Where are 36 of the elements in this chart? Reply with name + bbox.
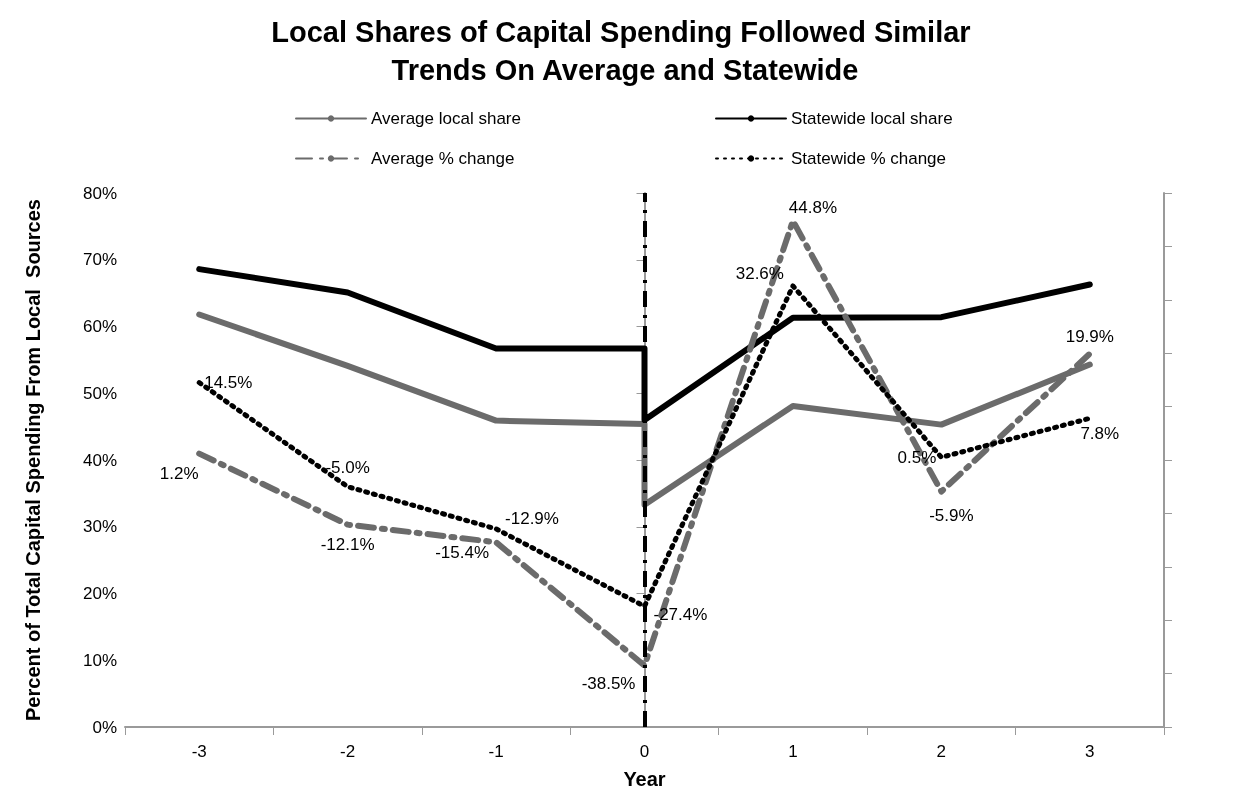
data-label: -12.9%	[505, 509, 559, 529]
y-tick-label: 60%	[82, 317, 117, 336]
x-tick-label: 3	[1085, 742, 1095, 761]
legend-label: Average local share	[371, 109, 521, 128]
legend-label: Average % change	[371, 149, 515, 168]
data-label: 19.9%	[1065, 326, 1114, 346]
x-tick-label: 0	[639, 742, 650, 761]
y-axis-title: Percent of Total Capital Spending From Local Sources	[22, 199, 44, 721]
x-tick-label: -2	[340, 742, 356, 761]
data-label: 0.5%	[897, 447, 937, 467]
x-tick-label: -3	[191, 742, 207, 761]
y-tick-label: 80%	[82, 183, 117, 203]
y-tick-label: 20%	[82, 584, 117, 603]
data-label: -5.9%	[929, 505, 974, 525]
x-tick-label: -1	[488, 742, 504, 761]
chart-title: Local Shares of Capital Spending Followed Similar Trends On Average and Statewide	[271, 16, 979, 86]
x-tick-label: 1	[788, 742, 798, 761]
y-tick-label: 0%	[92, 717, 117, 737]
data-label: -5.0%	[325, 457, 370, 477]
y-tick-label: 40%	[82, 450, 117, 470]
x-axis-title: Year	[623, 768, 666, 790]
y-tick-label: 70%	[82, 250, 117, 270]
y-tick-label: 30%	[82, 517, 117, 537]
data-label: 1.2%	[159, 463, 199, 483]
x-tick-label: 2	[936, 742, 947, 761]
y-tick-label: 10%	[82, 650, 117, 670]
legend-label: Statewide local share	[791, 109, 953, 128]
data-label: 14.5%	[204, 373, 253, 393]
data-label: -38.5%	[581, 674, 636, 694]
data-label: -12.1%	[320, 534, 375, 554]
legend-label: Statewide % change	[791, 149, 946, 168]
y-tick-label: 50%	[82, 383, 117, 403]
data-label: 44.8%	[788, 197, 838, 217]
data-label: -27.4%	[653, 604, 708, 624]
data-label: 7.8%	[1080, 424, 1120, 444]
data-label: -15.4%	[435, 542, 490, 562]
